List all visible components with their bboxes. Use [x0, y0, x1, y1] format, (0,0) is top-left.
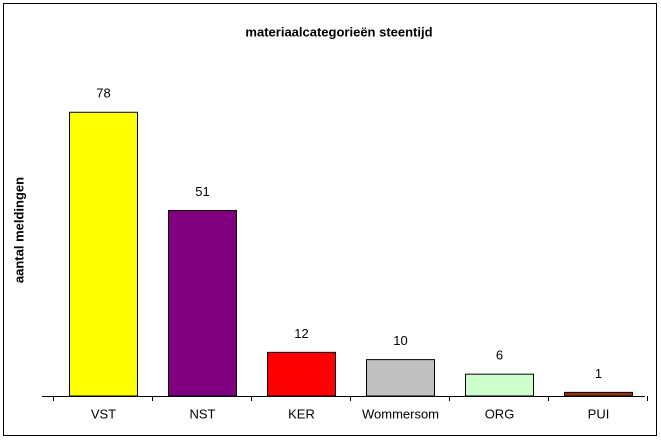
data-label: 51 [195, 184, 209, 199]
x-tick-label: PUI [588, 406, 610, 421]
y-axis-label: aantal meldingen [11, 177, 26, 283]
bar [366, 359, 435, 397]
x-tick-label: ORG [485, 406, 515, 421]
data-label: 6 [496, 348, 503, 363]
data-label: 12 [294, 326, 308, 341]
x-tick-label: Wommersom [362, 406, 439, 421]
data-label: 10 [393, 333, 407, 348]
bar [564, 391, 633, 397]
bar [168, 209, 237, 397]
chart-title: materiaalcategorieën steentijd [245, 24, 432, 39]
x-tick-label: KER [288, 406, 315, 421]
bar [69, 111, 138, 397]
x-tick-label: VST [91, 406, 116, 421]
data-label: 1 [595, 366, 602, 381]
data-label: 78 [96, 86, 110, 101]
bar [465, 373, 534, 397]
bar [267, 351, 336, 397]
x-tick-label: NST [190, 406, 216, 421]
